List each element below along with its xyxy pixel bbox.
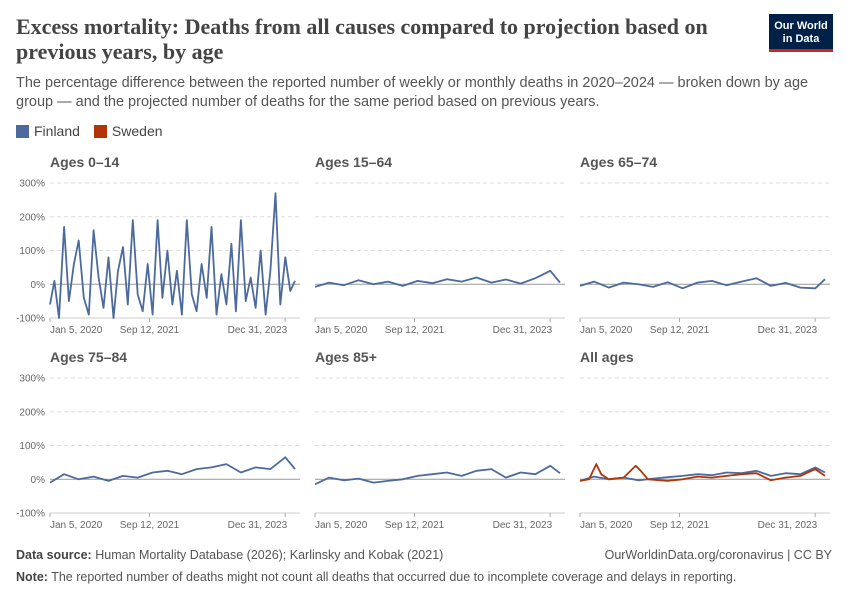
data-source: Data source: Human Mortality Database (2… xyxy=(16,548,443,562)
x-tick-label: Dec 31, 2023 xyxy=(228,520,288,531)
x-tick-label: Dec 31, 2023 xyxy=(758,520,818,531)
panel-ages-0-14: Ages 0–14 300% 200% 100% 0% -100% Jan 5, 2020 S… xyxy=(16,154,300,336)
panel-title: Ages 85+ xyxy=(315,349,377,365)
y-tick-label: 100% xyxy=(19,441,45,452)
panel-all-ages: All ages Jan 5, 2020 Sep 12, 2021 Dec 31, 2… xyxy=(579,349,830,531)
x-tick-label: Dec 31, 2023 xyxy=(493,520,553,531)
legend-label-finland: Finland xyxy=(34,123,80,139)
y-tick-label: 200% xyxy=(19,212,45,223)
legend-swatch-sweden xyxy=(93,124,107,138)
panel-ages-75-84: Ages 75–84 300% 200% 100% 0% -100% Jan 5, 2020… xyxy=(16,349,300,531)
x-tick-label: Jan 5, 2020 xyxy=(315,520,368,531)
x-tick-label: Jan 5, 2020 xyxy=(50,520,103,531)
y-tick-label: -100% xyxy=(16,314,45,325)
x-tick-label: Jan 5, 2020 xyxy=(580,520,633,531)
chart-title: Excess mortality: Deaths from all causes… xyxy=(16,14,708,64)
panel-ages-85: Ages 85+ Jan 5, 2020 Sep 12, 2021 Dec 31, 2… xyxy=(314,349,565,531)
y-tick-label: 0% xyxy=(31,475,46,486)
x-tick-label: Sep 12, 2021 xyxy=(120,325,180,336)
y-tick-label: -100% xyxy=(16,509,45,520)
y-tick-label: 100% xyxy=(19,246,45,257)
x-tick-label: Sep 12, 2021 xyxy=(120,520,180,531)
source-url[interactable]: OurWorldinData.org/coronavirus | CC BY xyxy=(604,548,832,562)
chart-note: Note: The reported number of deaths migh… xyxy=(16,570,736,584)
logo-line-1: Our World xyxy=(774,20,828,32)
x-tick-label: Sep 12, 2021 xyxy=(385,520,445,531)
x-tick-label: Sep 12, 2021 xyxy=(650,325,710,336)
y-tick-label: 0% xyxy=(31,280,46,291)
panel-title: Ages 65–74 xyxy=(580,154,657,170)
series-line-finland[interactable] xyxy=(49,456,296,484)
legend-item-sweden[interactable]: Sweden xyxy=(93,123,163,139)
panel-title: All ages xyxy=(580,349,634,365)
owid-logo[interactable]: Our World in Data xyxy=(769,14,833,52)
x-tick-label: Dec 31, 2023 xyxy=(228,325,288,336)
y-tick-label: 300% xyxy=(19,374,45,385)
x-tick-label: Dec 31, 2023 xyxy=(493,325,553,336)
x-tick-label: Dec 31, 2023 xyxy=(758,325,818,336)
legend-label-sweden: Sweden xyxy=(111,123,163,139)
x-tick-label: Jan 5, 2020 xyxy=(50,325,103,336)
note-text: The reported number of deaths might not … xyxy=(51,570,737,584)
panel-title: Ages 75–84 xyxy=(50,349,127,365)
series-line-finland[interactable] xyxy=(579,277,826,290)
panel-ages-15-64: Ages 15–64 Jan 5, 2020 Sep 12, 2021 Dec 31,… xyxy=(314,154,565,336)
legend-swatch-finland xyxy=(16,124,29,138)
series-line-finland[interactable] xyxy=(314,269,561,288)
source-label: Data source: xyxy=(16,548,92,562)
panel-title: Ages 15–64 xyxy=(315,154,392,170)
legend: Finland Sweden xyxy=(16,123,163,139)
x-tick-label: Sep 12, 2021 xyxy=(650,520,710,531)
logo-line-2: in Data xyxy=(782,33,820,45)
series-line-finland[interactable] xyxy=(314,464,561,486)
series-line-finland[interactable] xyxy=(49,192,296,319)
y-tick-label: 300% xyxy=(19,179,45,190)
panel-ages-65-74: Ages 65–74 Jan 5, 2020 Sep 12, 2021 Dec 31,… xyxy=(579,154,830,336)
note-label: Note: xyxy=(16,570,48,584)
chart-subtitle: The percentage difference between the re… xyxy=(16,75,809,110)
legend-item-finland[interactable]: Finland xyxy=(16,123,80,139)
x-tick-label: Jan 5, 2020 xyxy=(580,325,633,336)
y-tick-label: 200% xyxy=(19,407,45,418)
x-tick-label: Sep 12, 2021 xyxy=(385,325,445,336)
series-line-sweden[interactable] xyxy=(579,463,826,482)
x-tick-label: Jan 5, 2020 xyxy=(315,325,368,336)
panel-title: Ages 0–14 xyxy=(50,154,119,170)
source-text[interactable]: Human Mortality Database (2026); Karlins… xyxy=(95,548,444,562)
